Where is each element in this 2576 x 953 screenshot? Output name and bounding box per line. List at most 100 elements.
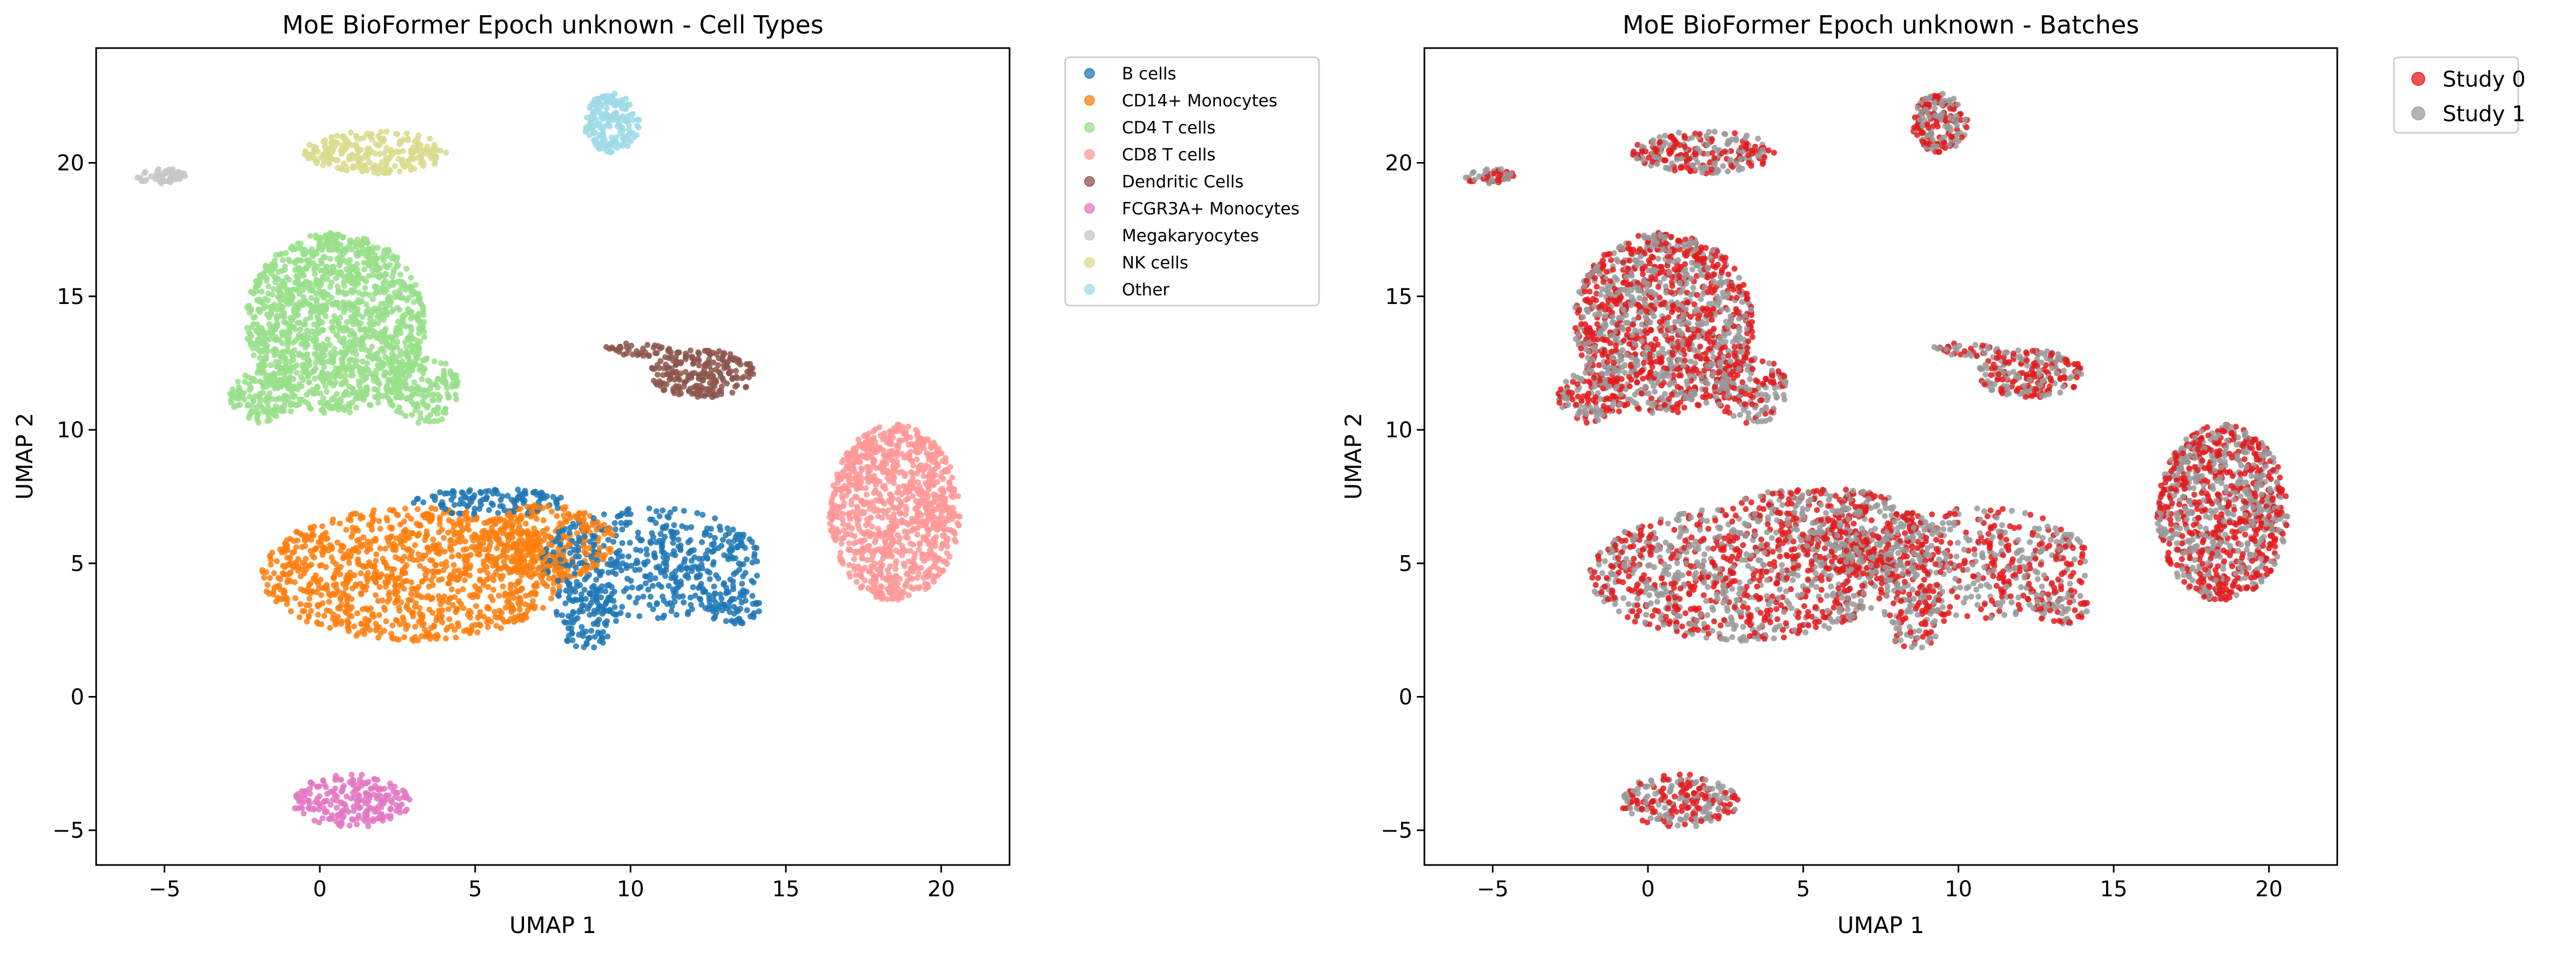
cell-point bbox=[951, 486, 958, 493]
cell-point bbox=[172, 176, 179, 183]
cell-point bbox=[311, 576, 318, 582]
cell-point bbox=[268, 311, 274, 317]
cell-point bbox=[589, 532, 596, 539]
cell-point bbox=[710, 616, 717, 622]
cell-point bbox=[689, 353, 695, 360]
cell-point bbox=[587, 612, 593, 618]
cell-point bbox=[376, 289, 383, 295]
cell-point bbox=[562, 600, 569, 606]
cell-point bbox=[894, 532, 900, 538]
cell-point bbox=[367, 546, 374, 552]
cell-point bbox=[310, 390, 317, 397]
cell-point bbox=[334, 132, 340, 139]
cell-point bbox=[743, 361, 750, 367]
cell-point bbox=[624, 576, 630, 582]
cell-point bbox=[479, 529, 486, 535]
cell-point bbox=[853, 572, 859, 578]
cell-point bbox=[368, 786, 374, 792]
cell-point bbox=[567, 584, 573, 591]
cell-point bbox=[284, 601, 290, 607]
cell-point bbox=[254, 369, 261, 376]
cell-point bbox=[598, 594, 604, 600]
cell-point bbox=[355, 560, 361, 566]
cell-point bbox=[341, 283, 347, 289]
cell-point bbox=[634, 348, 640, 354]
cell-point bbox=[647, 577, 654, 583]
cell-point bbox=[340, 133, 346, 139]
cell-point bbox=[566, 541, 572, 548]
cell-point bbox=[142, 169, 149, 175]
cell-point bbox=[320, 395, 326, 402]
cell-point bbox=[941, 497, 947, 503]
cell-point bbox=[656, 513, 663, 519]
cell-point bbox=[490, 502, 496, 508]
cell-point bbox=[872, 539, 878, 545]
cell-point bbox=[476, 506, 482, 512]
cell-point bbox=[868, 441, 875, 447]
cell-point bbox=[941, 526, 947, 533]
cell-point bbox=[375, 356, 382, 362]
cell-point bbox=[318, 257, 324, 263]
cell-point bbox=[859, 583, 865, 590]
cell-point bbox=[408, 315, 414, 322]
cell-point bbox=[362, 626, 368, 633]
cell-point bbox=[246, 374, 252, 381]
cell-point bbox=[718, 543, 725, 549]
cell-point bbox=[532, 583, 538, 589]
cell-point bbox=[583, 574, 590, 580]
cell-point bbox=[373, 569, 380, 575]
cell-point bbox=[273, 252, 279, 258]
cell-point bbox=[265, 283, 272, 290]
cell-point bbox=[845, 524, 851, 530]
cell-point bbox=[228, 400, 234, 406]
cell-point bbox=[388, 813, 394, 819]
cell-point bbox=[432, 358, 438, 364]
cell-point bbox=[327, 283, 333, 290]
cell-point bbox=[455, 588, 461, 594]
cell-point bbox=[436, 489, 443, 496]
cell-point bbox=[905, 423, 911, 430]
cell-point bbox=[869, 524, 876, 530]
cell-point bbox=[274, 381, 280, 387]
cell-point bbox=[524, 504, 530, 510]
cell-point bbox=[634, 117, 641, 123]
cell-point bbox=[858, 485, 864, 491]
cell-point bbox=[902, 473, 908, 479]
cell-point bbox=[732, 383, 738, 390]
cell-point bbox=[676, 565, 683, 571]
cell-point bbox=[692, 592, 698, 599]
cell-point bbox=[384, 517, 391, 524]
cell-point bbox=[711, 535, 718, 541]
cell-point bbox=[406, 372, 413, 379]
cell-point bbox=[333, 234, 340, 240]
cell-point bbox=[267, 553, 273, 559]
cell-point bbox=[476, 588, 483, 594]
cell-point bbox=[466, 502, 472, 508]
cell-point bbox=[738, 619, 745, 625]
cell-point bbox=[505, 566, 512, 572]
cell-point bbox=[331, 346, 338, 352]
cell-point bbox=[685, 550, 692, 556]
cell-point bbox=[344, 594, 350, 601]
cell-point bbox=[333, 585, 339, 591]
cell-point bbox=[463, 525, 470, 531]
cell-point bbox=[893, 558, 899, 564]
cell-point bbox=[403, 396, 410, 402]
cell-point bbox=[381, 627, 387, 634]
cell-point bbox=[373, 558, 379, 564]
cell-point bbox=[647, 593, 654, 600]
cell-point bbox=[642, 562, 648, 568]
cell-point bbox=[348, 772, 355, 778]
cell-point bbox=[401, 518, 407, 525]
cell-point bbox=[871, 490, 877, 496]
cell-point bbox=[481, 613, 487, 620]
cell-point bbox=[437, 394, 443, 400]
cell-point bbox=[689, 606, 695, 612]
cell-point bbox=[334, 539, 341, 546]
cell-point bbox=[370, 373, 376, 380]
cell-point bbox=[271, 370, 277, 377]
cell-point bbox=[751, 544, 758, 551]
cell-point bbox=[930, 577, 937, 583]
cell-point bbox=[254, 321, 260, 327]
